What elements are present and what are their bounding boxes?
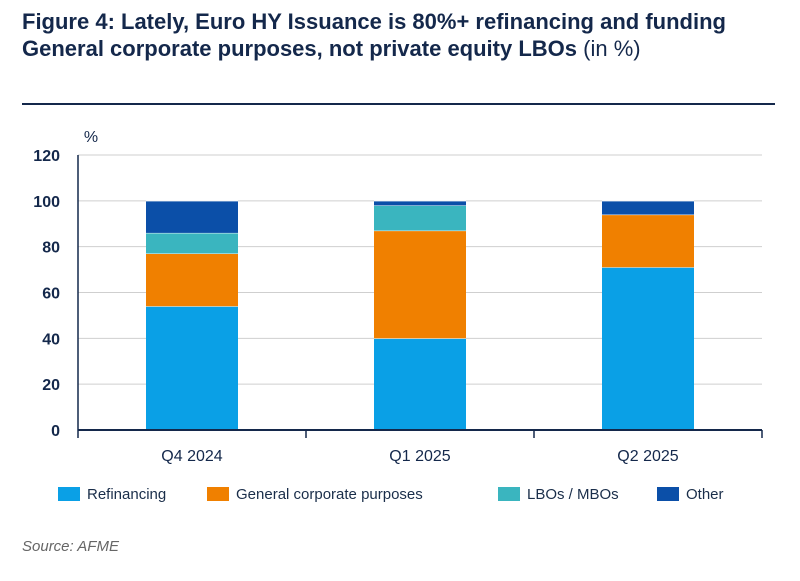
chart-title: Figure 4: Lately, Euro HY Issuance is 80… [22,8,782,62]
y-axis-label: % [84,129,98,146]
legend: Refinancing General corporate purposes LBO… [58,486,724,503]
legend-label: Refinancing [87,486,166,503]
bar-segment-general-corporate-purposes [374,230,466,339]
legend-label: LBOs / MBOs [527,486,619,503]
x-tick-label: Q1 2025 [389,448,450,465]
legend-swatch [498,487,520,501]
legend-label: Other [686,486,724,503]
legend-label: General corporate purposes [236,486,423,503]
y-tick-label: 100 [33,194,60,211]
y-tick-label: 40 [42,331,60,348]
y-tick-label: 80 [42,240,60,257]
chart-title-main: Figure 4: Lately, Euro HY Issuance is 80… [22,9,726,61]
bar-segment-other [146,200,238,233]
y-tick-label: 120 [33,148,60,165]
x-tick-label: Q4 2024 [161,448,222,465]
bar-segment-general-corporate-purposes [602,214,694,268]
bar-segment-lbos-mbos [374,205,466,231]
y-tick-label: 20 [42,377,60,394]
legend-swatch [207,487,229,501]
source-note: Source: AFME [22,538,119,555]
bar-segment-other [602,200,694,215]
x-tick-label: Q2 2025 [617,448,678,465]
bar-segment-general-corporate-purposes [146,253,238,307]
axes: 0 20 40 60 80 100 120% Q4 2024 Q1 2025 Q2 2025 [33,129,763,465]
bar-segment-lbos-mbos [146,232,238,254]
chart-title-unit: (in %) [583,36,641,61]
bar-segment-refinancing [602,267,694,430]
bar-segment-other [374,200,466,206]
legend-swatch [657,487,679,501]
legend-swatch [58,487,80,501]
title-divider [22,103,775,105]
bar-segment-refinancing [374,338,466,430]
y-tick-label: 0 [51,423,60,440]
stacked-bar-chart: 0 20 40 60 80 100 120% Q4 2024 Q1 2025 Q2 2025 Re… [33,129,763,503]
bars [146,200,694,430]
y-tick-label: 60 [42,286,60,303]
bar-segment-refinancing [146,306,238,430]
